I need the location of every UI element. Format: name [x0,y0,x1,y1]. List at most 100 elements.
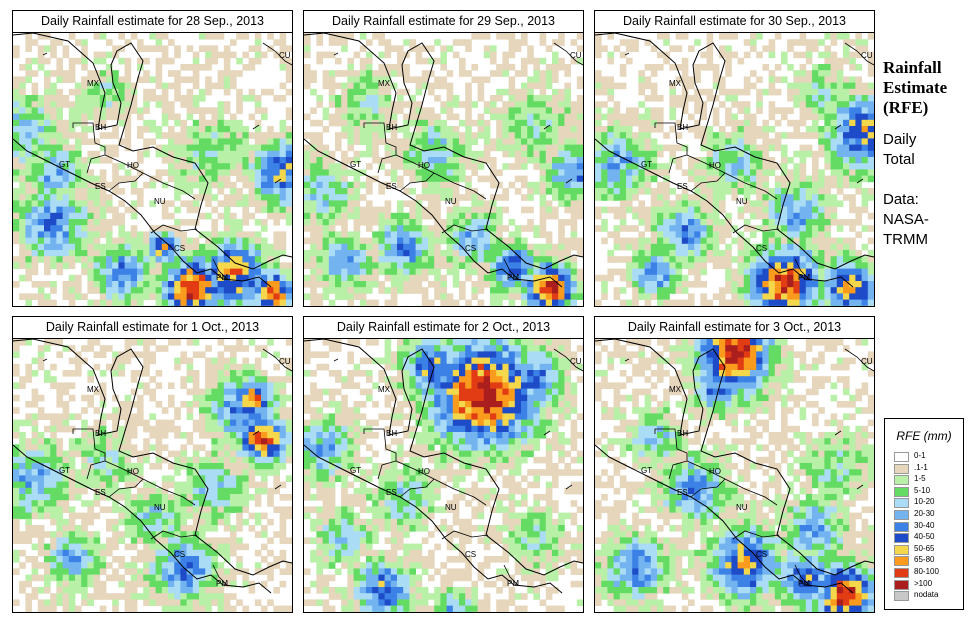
rain-cell [68,274,76,282]
rain-cell [68,425,76,433]
rain-cell [595,132,602,139]
rain-cell [787,237,794,245]
rain-cell [328,206,336,214]
rain-cell [675,45,683,52]
rain-cell [564,188,571,195]
rain-cell [743,157,751,164]
rain-cell [87,126,94,133]
rain-cell [304,175,311,183]
rain-cell [347,250,354,257]
rain-cell [261,200,268,207]
rain-cell [440,138,447,145]
rain-cell [248,370,256,377]
rain-cell [743,126,751,133]
rain-cell [843,299,850,306]
rain-cell [397,231,404,238]
rain-cell [787,188,794,195]
rain-cell [261,144,268,152]
rain-cell [570,132,578,139]
rain-cell [168,39,175,46]
rain-cell [205,376,212,383]
rain-cell [861,268,869,276]
rain-cell [242,206,249,214]
rain-cell [81,188,88,195]
rain-cell [279,274,287,282]
rain-cell [607,82,614,90]
rain-cell [242,231,249,238]
rain-cell [87,274,94,282]
rain-cell [322,256,330,263]
rain-cell [223,287,231,294]
rain-cell [446,88,454,96]
rain-cell [242,163,249,170]
rain-cell [372,88,379,96]
rain-cell [366,262,373,269]
rain-cell [37,188,45,195]
rain-cell [774,256,782,263]
rain-cell [25,370,32,377]
rain-cell [496,274,503,282]
rain-cell [613,287,621,294]
rain-cell [675,33,683,40]
rain-cell [867,33,874,40]
rain-cell [56,101,63,108]
rain-cell [304,274,311,282]
rain-cell [384,256,392,263]
rain-cell [415,119,423,127]
rain-cell [155,293,163,300]
rain-cell [812,237,819,245]
rain-cell [508,293,516,300]
rain-cell [223,45,231,52]
rain-cell [521,132,528,139]
rain-cell [849,243,856,251]
rain-cell [56,144,63,152]
rain-cell [261,394,268,402]
rain-cell [217,419,225,427]
rain-cell [799,287,807,294]
rain-cell [496,126,503,133]
rain-cell [700,262,707,269]
rain-cell [137,57,144,65]
rain-cell [44,181,51,189]
rain-cell [669,225,676,232]
rain-cell [700,163,707,170]
rain-cell [539,225,547,232]
rain-cell [743,299,751,306]
rain-cell [143,363,150,371]
rain-cell [81,219,88,226]
rain-cell [230,200,237,207]
rain-cell [25,101,32,108]
rain-cell [533,293,540,300]
rain-cell [31,188,39,195]
rain-cell [799,237,807,245]
rain-cell [304,188,311,195]
rain-cell [527,138,534,145]
rain-cell [545,299,553,306]
rain-cell [415,206,423,214]
rain-cell [508,144,516,152]
rain-cell [564,219,571,226]
rain-cell [632,274,639,282]
rain-cell [545,256,553,263]
rain-cell [459,281,466,288]
rain-cell [56,351,63,358]
rain-cell [199,181,206,189]
rain-cell [347,243,354,251]
rain-cell [186,138,194,145]
rain-cell [440,144,447,152]
rain-cell [743,119,751,127]
rain-cell [13,76,20,83]
rain-cell [155,126,163,133]
rain-cell [310,268,317,276]
rain-cell [434,281,441,288]
rain-cell [372,281,379,288]
rain-cell [192,293,200,300]
rain-cell [44,281,51,288]
rain-cell [155,262,163,269]
rain-cell [25,212,32,220]
rain-cell [545,144,553,152]
rain-cell [75,256,82,263]
rain-cell [774,200,782,207]
rain-cell [37,33,45,40]
rain-cell [570,39,578,46]
